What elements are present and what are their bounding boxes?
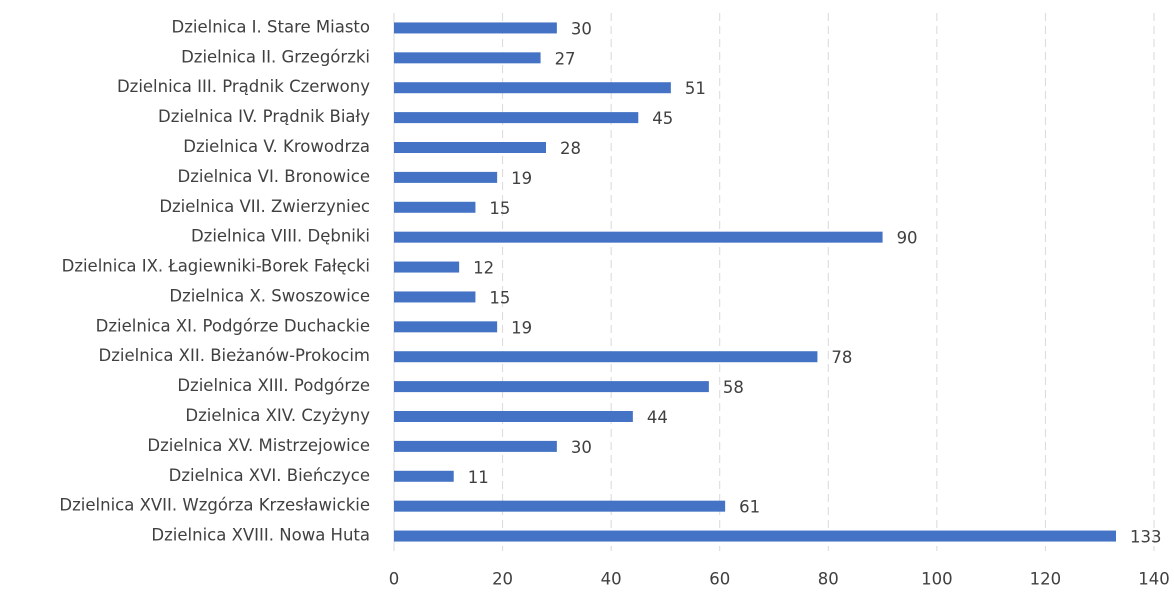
bar (394, 530, 1116, 542)
data-label: 61 (739, 498, 760, 517)
data-label: 90 (897, 229, 918, 248)
y-tick-label: Dzielnica IV. Prądnik Biały (158, 107, 370, 126)
bar (394, 381, 709, 393)
bar (394, 22, 557, 34)
bar (394, 321, 498, 333)
bar (394, 231, 883, 243)
x-tick-label: 20 (492, 570, 513, 589)
x-tick-label: 80 (818, 570, 839, 589)
y-tick-label: Dzielnica XIII. Podgórze (177, 376, 370, 395)
bar (394, 411, 633, 422)
x-tick-label: 100 (921, 570, 953, 589)
data-label: 19 (511, 318, 532, 337)
bar (394, 201, 476, 213)
y-tick-label: Dzielnica XIV. Czyżyny (185, 406, 370, 425)
data-label: 15 (489, 199, 510, 218)
x-tick-label: 140 (1138, 570, 1170, 589)
data-label: 58 (723, 378, 744, 397)
data-label: 28 (560, 139, 581, 158)
bar (394, 291, 476, 303)
y-tick-label: Dzielnica I. Stare Miasto (172, 17, 370, 36)
y-tick-label: Dzielnica XI. Podgórze Duchackie (96, 316, 370, 335)
y-tick-label: Dzielnica IX. Łagiewniki-Borek Fałęcki (62, 257, 370, 276)
bar (394, 52, 541, 64)
data-label: 19 (511, 169, 532, 188)
y-tick-label: Dzielnica VII. Zwierzyniec (159, 197, 370, 216)
y-tick-label: Dzielnica II. Grzegórzki (181, 47, 370, 66)
data-label: 51 (685, 79, 706, 98)
bar (394, 112, 639, 124)
y-tick-label: Dzielnica X. Swoszowice (169, 286, 370, 305)
data-label: 12 (473, 259, 494, 278)
data-label: 27 (555, 49, 576, 68)
x-tick-label: 120 (1030, 570, 1062, 589)
bar (394, 351, 818, 363)
bar (394, 470, 454, 482)
y-tick-label: Dzielnica III. Prądnik Czerwony (117, 77, 370, 96)
bar (394, 82, 671, 94)
data-label: 11 (468, 468, 489, 487)
data-label: 15 (489, 288, 510, 307)
y-tick-label: Dzielnica XVIII. Nowa Huta (151, 526, 370, 545)
data-label: 30 (571, 438, 592, 457)
bar (394, 500, 726, 512)
data-label: 133 (1130, 528, 1162, 547)
y-tick-label: Dzielnica XVII. Wzgórza Krzesławickie (59, 496, 370, 515)
y-tick-label: Dzielnica VI. Bronowice (178, 167, 371, 186)
bar (394, 440, 557, 452)
y-tick-label: Dzielnica VIII. Dębniki (191, 227, 370, 246)
data-label: 30 (571, 19, 592, 38)
x-tick-label: 40 (601, 570, 622, 589)
data-label: 44 (647, 408, 668, 427)
bar (394, 142, 546, 153)
data-label: 45 (652, 109, 673, 128)
data-label: 78 (831, 348, 852, 367)
x-tick-label: 60 (709, 570, 730, 589)
x-tick-label: 0 (389, 570, 400, 589)
bar (394, 171, 498, 183)
y-tick-label: Dzielnica V. Krowodrza (183, 137, 370, 156)
y-tick-label: Dzielnica XII. Bieżanów-Prokocim (99, 346, 370, 365)
y-tick-label: Dzielnica XV. Mistrzejowice (147, 436, 370, 455)
y-tick-label: Dzielnica XVI. Bieńczyce (169, 466, 370, 485)
bar (394, 261, 460, 273)
